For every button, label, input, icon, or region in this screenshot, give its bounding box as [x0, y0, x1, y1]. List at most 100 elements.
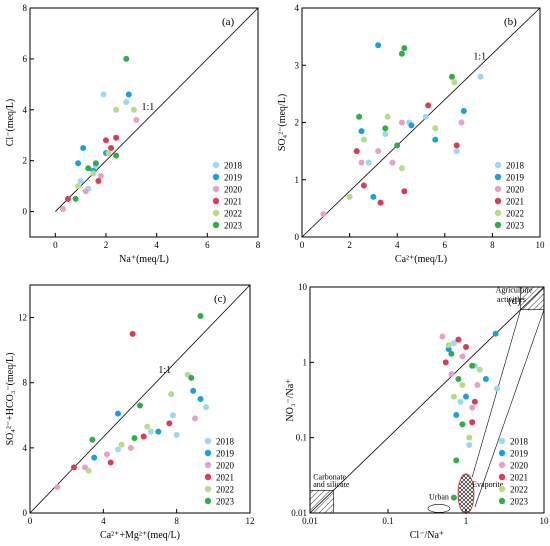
point-2023	[448, 350, 455, 357]
legend-label-2018: 2018	[216, 437, 235, 447]
x-tick-label: 1	[464, 516, 469, 526]
x-tick-label: 4	[395, 240, 400, 250]
legend: 2018 2019 2020 2021 2022 2023	[498, 437, 529, 507]
point-2023	[197, 312, 204, 319]
legend-label-2023: 2023	[510, 497, 529, 507]
one-to-one-line	[301, 7, 541, 238]
point-2021	[377, 199, 384, 206]
legend-label-2020: 2020	[216, 461, 235, 471]
y-axis-label: Cl⁻(meq/L)	[5, 99, 16, 147]
legend-label-2018: 2018	[224, 161, 243, 171]
point-2021	[455, 336, 462, 343]
legend-label-2019: 2019	[216, 449, 235, 459]
one-to-one-line	[55, 7, 259, 212]
legend-label-2021: 2021	[506, 197, 524, 207]
point-2022	[432, 125, 439, 132]
x-axis-label: Na⁺(meq/L)	[119, 254, 169, 265]
point-2020	[192, 415, 198, 422]
point-2023	[356, 113, 363, 120]
legend-label-2023: 2023	[506, 221, 525, 231]
point-2021	[453, 142, 460, 149]
point-2019	[155, 428, 162, 435]
legend-marker-2023	[498, 497, 506, 505]
point-2022	[105, 150, 112, 157]
point-2023	[131, 435, 138, 442]
x-tick-label: 4	[101, 516, 106, 526]
x-tick-label: 8	[174, 516, 179, 526]
point-2023	[137, 402, 143, 409]
panel-4: 0.01 0.1 1 100.010.1110Cl⁻/Na⁺NO₃⁻/Na⁺(d)Ca…	[285, 282, 549, 541]
point-2023	[113, 152, 120, 159]
y-tick-label: 2	[23, 156, 28, 166]
point-2018	[173, 431, 180, 438]
point-2022	[346, 193, 353, 200]
legend-marker-2020	[204, 461, 212, 469]
point-2022	[130, 106, 137, 113]
legend: 2018 2019 2020 2021 2022 2023	[494, 161, 525, 231]
legend-label-2023: 2023	[216, 497, 235, 507]
carbonate-silicate-region	[309, 490, 334, 514]
x-tick-label: 2	[347, 240, 352, 250]
point-2018	[450, 340, 457, 347]
y-tick-label: 4	[23, 443, 28, 453]
point-2022	[90, 170, 97, 177]
point-2021	[107, 459, 114, 466]
urban-region	[427, 504, 451, 513]
legend-label-2020: 2020	[510, 461, 529, 471]
x-axis-label: Ca²⁺(meq/L)	[395, 254, 447, 265]
point-2020	[320, 211, 327, 218]
point-2023	[398, 50, 405, 57]
legend-marker-2022	[498, 485, 506, 493]
point-2021	[103, 137, 109, 144]
y-axis-label: SO₄²⁻(meq/L)	[277, 94, 288, 151]
x-tick-label: 12	[246, 516, 255, 526]
x-tick-label: 6	[205, 240, 210, 250]
legend-label-2021: 2021	[216, 473, 234, 483]
legend-marker-2022	[494, 209, 502, 217]
y-tick-label: 4	[23, 105, 28, 115]
point-2020	[133, 116, 140, 123]
legend-label-2019: 2019	[510, 449, 529, 459]
point-2021	[95, 178, 102, 185]
y-tick-label: 8	[23, 378, 28, 388]
point-2022	[459, 382, 466, 389]
point-2020	[389, 159, 396, 166]
point-2023	[394, 142, 401, 149]
point-2019	[197, 396, 204, 402]
legend-marker-2018	[204, 437, 212, 445]
legend-label-2020: 2020	[224, 185, 243, 195]
legend-marker-2020	[498, 461, 506, 469]
panel-label: (d)	[508, 295, 521, 307]
point-2022	[384, 113, 391, 120]
point-2021	[108, 144, 115, 151]
legend-label-2023: 2023	[224, 221, 243, 231]
legend-marker-2021	[204, 473, 212, 481]
evaporite-label: Evaporite	[472, 480, 504, 489]
urban-label: Urban	[429, 493, 449, 502]
panel-3: 0 4 8 12 0 4 8 12 Ca²⁺+Mg²⁺(meq/L) SO₄²⁻+HCO₃⁻(me…	[5, 284, 255, 541]
point-2019	[91, 454, 98, 461]
y-tick-label: 6	[23, 54, 28, 64]
y-tick-label: 0	[295, 232, 300, 242]
point-2023	[188, 374, 195, 381]
x-tick-label: 8	[256, 240, 261, 250]
x-axis-label: Cl⁻/Na⁺	[410, 530, 444, 541]
legend-label-2019: 2019	[506, 173, 525, 183]
legend: 2018 2019 2020 2021 2022 2023	[204, 437, 235, 507]
point-2019	[408, 122, 415, 129]
x-tick-label: 4	[154, 240, 159, 250]
point-2019	[125, 91, 132, 98]
point-2021	[65, 195, 71, 202]
point-2021	[360, 182, 367, 189]
point-2020	[104, 451, 110, 458]
legend-marker-2021	[494, 197, 502, 205]
point-2023	[89, 436, 96, 443]
point-2019	[460, 108, 467, 115]
legend-marker-2018	[494, 161, 502, 169]
point-2022	[476, 366, 483, 373]
carbonate-label-2: and silicate	[313, 480, 350, 489]
panel-2: 0 2 4 6 8 10 0 1 2 3 4 Ca²⁺(meq/L) SO₄²⁻(meq/L) 1:1 (b…	[277, 3, 545, 265]
legend-label-2021: 2021	[510, 473, 528, 483]
y-tick-label: 4	[295, 3, 300, 13]
